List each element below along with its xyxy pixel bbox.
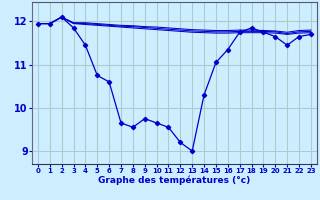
X-axis label: Graphe des températures (°c): Graphe des températures (°c) — [98, 176, 251, 185]
